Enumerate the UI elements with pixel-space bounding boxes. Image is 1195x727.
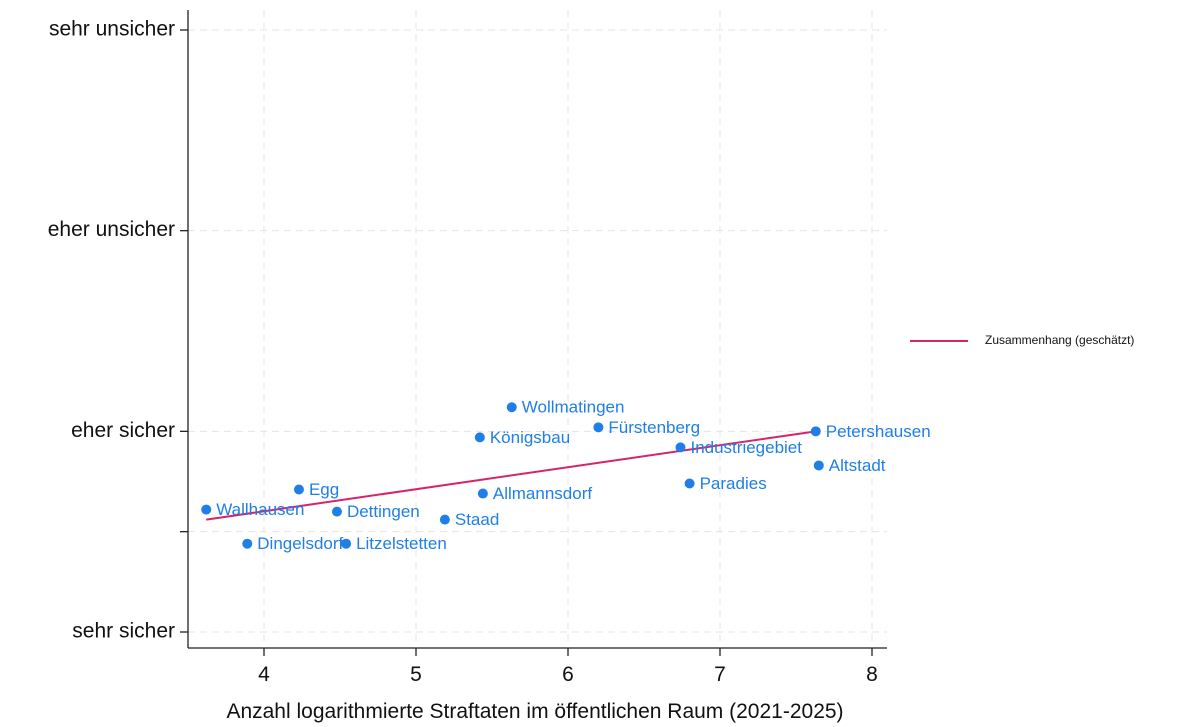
data-point [242,538,253,549]
data-point [506,402,517,413]
axes: sehr sicher eher sicher eher unsicher sehr … [48,10,887,686]
x-tick-label: 7 [714,663,726,686]
legend-label: Zusammenhang (geschätzt) [985,333,1134,347]
data-point [474,432,485,443]
data-point-label: Dettingen [347,502,420,521]
data-point [341,538,352,549]
y-tick-label: eher sicher [71,419,175,442]
data-point-label: Paradies [700,474,767,493]
data-point-label: Altstadt [829,456,886,475]
data-point [813,460,824,471]
data-point-label: Dingelsdorf [257,534,343,553]
data-point [684,478,695,489]
data-point [201,504,212,515]
data-point-label: Egg [309,480,339,499]
data-point-label: Königsbau [490,428,570,447]
fit-line [206,430,816,521]
data-point [439,514,450,525]
data-point-label: Staad [455,510,499,529]
x-tick-label: 4 [258,663,270,686]
data-point-label: Wallhausen [216,500,304,519]
data-point [810,426,821,437]
data-point [477,488,488,499]
data-point-label: Industriegebiet [690,438,802,457]
data-point-label: Petershausen [826,422,931,441]
data-point-label: Fürstenberg [608,418,700,437]
grid-lines [188,10,887,645]
y-tick-label: sehr sicher [72,620,175,643]
data-points: Wallhausen Dingelsdorf Egg Dettingen Litzels… [201,398,931,553]
x-tick-label: 8 [866,663,878,686]
data-point [293,484,304,495]
legend: Zusammenhang (geschätzt) [910,333,1134,347]
data-point-label: Wollmatingen [522,398,625,417]
data-point [675,442,686,453]
x-axis-title: Anzahl logarithmierte Straftaten im öffe… [226,700,843,723]
data-point [331,506,342,517]
x-tick-label: 5 [410,663,422,686]
fit-line-layer [206,430,816,521]
data-point-label: Litzelstetten [356,534,447,553]
data-point-label: Allmannsdorf [493,484,592,503]
y-tick-label: eher unsicher [48,218,175,241]
data-point [593,422,604,433]
y-tick-label: sehr unsicher [49,18,175,41]
x-tick-label: 6 [562,663,574,686]
